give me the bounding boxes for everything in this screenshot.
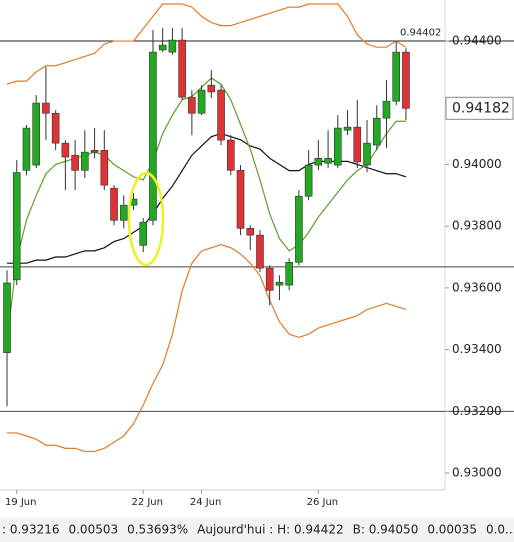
candle-body (168, 39, 177, 53)
y-tick-label: 0.94000 (452, 157, 502, 171)
candle-body (246, 228, 255, 236)
candle-body (236, 170, 245, 229)
indicator-line (7, 244, 407, 453)
candle-body (188, 96, 196, 114)
y-tick-label: 0.93000 (452, 466, 502, 480)
status-bar (0, 518, 514, 542)
candle-body (178, 39, 186, 98)
candle-body (382, 100, 391, 119)
candle-body (275, 282, 284, 286)
last-price-box (445, 96, 514, 120)
candle-body (32, 102, 40, 166)
status-item: 0.0... (486, 523, 514, 537)
indicator-line (6, 3, 407, 85)
candle-body (314, 157, 323, 166)
status-item: 0.00503 (68, 523, 118, 537)
candle-body (372, 117, 381, 146)
candle-body (61, 142, 70, 158)
candle-body (139, 221, 148, 246)
candle-body (71, 154, 79, 171)
candle-body (81, 151, 89, 171)
candle-body (51, 112, 60, 144)
y-tick-label: 0.94400 (452, 34, 502, 48)
candle-body (334, 127, 342, 166)
candle-body (149, 51, 157, 221)
highlight-ellipse (127, 171, 165, 267)
candle-body (100, 149, 109, 186)
y-tick-label: 0.93200 (452, 404, 502, 418)
status-item: 0.53693% (127, 523, 188, 537)
candle-body (110, 187, 118, 221)
last-price-label: 0.94182 (452, 100, 510, 116)
candle-body (304, 164, 313, 197)
status-item: Aujourd'hui : H: 0.94422 (197, 523, 343, 537)
candle-body (90, 149, 99, 153)
candle-body (42, 102, 50, 114)
candle-body (12, 172, 21, 281)
candle-body (22, 127, 31, 171)
candle-body (285, 261, 293, 286)
candle-body (353, 126, 362, 163)
candle-body (363, 142, 371, 166)
x-tick-label: 19 Jun (5, 497, 37, 508)
candle-body (207, 84, 216, 93)
candle-body (256, 234, 264, 269)
candle-body (226, 139, 235, 171)
candle-body (343, 126, 352, 131)
candle-body (265, 267, 274, 291)
x-tick-label: 26 Jun (307, 497, 339, 508)
status-item: B: 0.94050 (353, 523, 419, 537)
candle-body (158, 44, 167, 51)
candle-body (217, 89, 225, 141)
x-tick-label: 24 Jun (190, 497, 222, 508)
candle-body (119, 204, 128, 221)
x-tick-label: 22 Jun (131, 497, 163, 508)
plot-area (0, 3, 514, 453)
candle-body (402, 51, 410, 109)
candle-body (295, 195, 303, 263)
candle-body (392, 51, 401, 102)
candle-body (324, 157, 332, 164)
high-label: 0.94402 (400, 27, 441, 38)
y-tick-label: 0.93800 (452, 219, 502, 233)
candle-body (3, 282, 11, 353)
y-tick-label: 0.93600 (452, 280, 502, 294)
y-tick-label: 0.93400 (452, 342, 502, 356)
candle-body (197, 89, 206, 114)
status-item: : 0.93216 (2, 523, 59, 537)
status-item: 0.00035 (427, 523, 477, 537)
